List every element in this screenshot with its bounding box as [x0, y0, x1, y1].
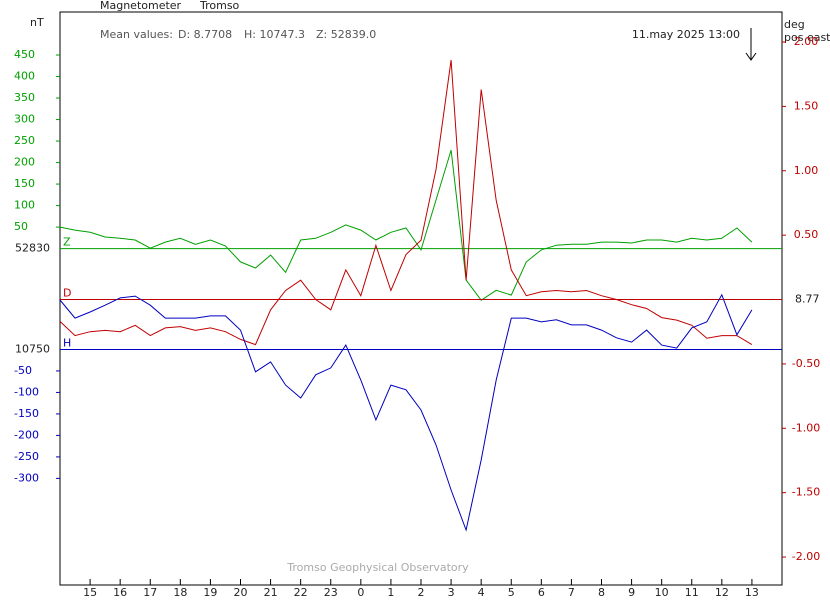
y-tick-label: -1.00	[792, 421, 820, 434]
x-tick-label: 20	[234, 586, 248, 599]
y-tick-label: 450	[14, 48, 35, 61]
series-name: D	[63, 287, 71, 300]
y-tick-label: -100	[14, 385, 39, 398]
y-tick-label: 0.50	[794, 228, 819, 241]
x-tick-label: 12	[715, 586, 729, 599]
series-line	[59, 59, 753, 346]
y-tick-label: 200	[14, 156, 35, 169]
plot-frame	[59, 11, 783, 586]
x-tick-label: 4	[478, 586, 485, 599]
x-tick-label: 15	[83, 586, 97, 599]
x-tick-label: 8	[598, 586, 605, 599]
x-tick-label: 17	[143, 586, 157, 599]
series-name: Z	[63, 236, 71, 249]
x-tick-label: 22	[294, 586, 308, 599]
mean-z: Z: 52839.0	[316, 28, 376, 41]
y-tick-label: -2.00	[792, 550, 820, 563]
x-tick-label: 21	[264, 586, 278, 599]
x-tick-label: 11	[685, 586, 699, 599]
y-tick-label: 300	[14, 113, 35, 126]
y-tick-label: 250	[14, 134, 35, 147]
x-tick-label: 0	[357, 586, 364, 599]
y-tick-label: 400	[14, 70, 35, 83]
x-tick-label: 18	[173, 586, 187, 599]
instrument: Magnetometer	[100, 0, 182, 12]
x-tick-label: 13	[745, 586, 759, 599]
x-tick-label: 16	[113, 586, 127, 599]
mean-h: H: 10747.3	[244, 28, 305, 41]
y-tick-label: -0.50	[792, 357, 820, 370]
time-arrow	[745, 28, 757, 61]
series-line	[59, 293, 753, 532]
x-tick-label: 19	[203, 586, 217, 599]
y-tick-label: -200	[14, 428, 39, 441]
y-tick-label: -150	[14, 407, 39, 420]
y-tick-label: 350	[14, 91, 35, 104]
y-tick-label: -250	[14, 450, 39, 463]
series-line	[59, 149, 753, 301]
x-tick-label: 7	[568, 586, 575, 599]
y-tick-label: 150	[14, 177, 35, 190]
right-unit-sub: pos east	[784, 31, 830, 44]
series-name: H	[63, 336, 71, 349]
right-unit: deg	[784, 18, 805, 31]
y-tick-label: 2.00	[794, 35, 819, 48]
mean-d: D: 8.7708	[178, 28, 232, 41]
baseline-label: 52830	[15, 242, 50, 255]
x-tick-label: 5	[508, 586, 515, 599]
y-tick-label: 1.50	[794, 99, 819, 112]
x-tick-label: 10	[655, 586, 669, 599]
y-tick-label: -300	[14, 471, 39, 484]
station: Tromso	[199, 0, 240, 12]
x-tick-label: 2	[418, 586, 425, 599]
x-tick-label: 3	[448, 586, 455, 599]
footer: Tromso Geophysical Observatory	[286, 561, 469, 574]
y-tick-label: -50	[14, 364, 32, 377]
x-tick-label: 23	[324, 586, 338, 599]
y-tick-label: 1.00	[794, 164, 819, 177]
baseline-label: 8.77	[795, 293, 820, 306]
mean-label: Mean values:	[100, 28, 173, 41]
y-tick-label: 50	[14, 220, 28, 233]
baseline-label: 10750	[15, 342, 50, 355]
left-unit: nT	[30, 16, 44, 29]
x-tick-label: 1	[387, 586, 394, 599]
y-tick-label: -1.50	[792, 486, 820, 499]
timestamp: 11.may 2025 13:00	[632, 28, 740, 41]
x-tick-label: 6	[538, 586, 545, 599]
x-tick-label: 9	[628, 586, 635, 599]
y-tick-label: 100	[14, 199, 35, 212]
